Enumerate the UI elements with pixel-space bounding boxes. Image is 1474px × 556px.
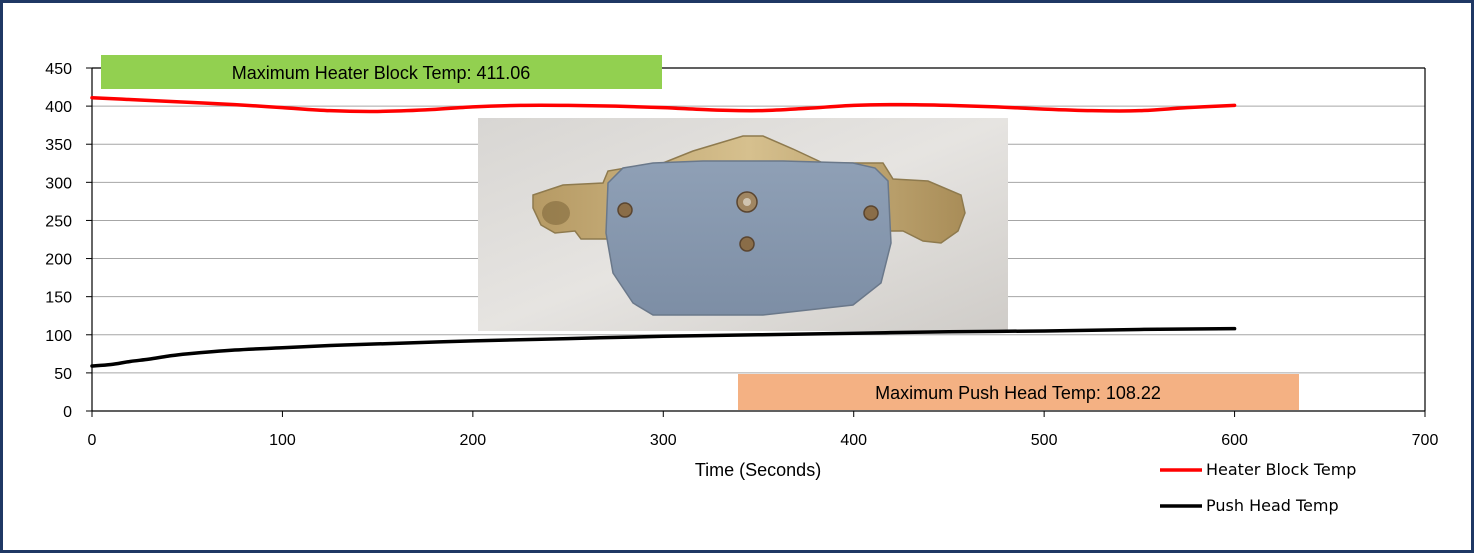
x-tick-label-400: 400 — [840, 432, 867, 449]
y-tick-label-300: 300 — [45, 175, 72, 192]
y-tick-label-50: 50 — [54, 366, 72, 383]
y-tick-label-350: 350 — [45, 137, 72, 154]
x-tick-label-700: 700 — [1412, 432, 1439, 449]
x-tick-label-0: 0 — [88, 432, 97, 449]
y-tick-label-150: 150 — [45, 290, 72, 307]
x-tick-label-500: 500 — [1031, 432, 1058, 449]
annotation-max-pushhead-box — [738, 374, 1299, 410]
legend-label-pushhead: Push Head Temp — [1206, 496, 1339, 515]
annotation-max-heater: Maximum Heater Block Temp: 411.06 — [101, 55, 662, 89]
annotation-max-pushhead: Maximum Push Head Temp: 108.22 — [738, 374, 1299, 410]
y-tick-label-400: 400 — [45, 99, 72, 116]
brake-pad-photo — [478, 118, 1008, 331]
y-tick-label-200: 200 — [45, 252, 72, 269]
series-line-heater-block-temp — [90, 95, 1237, 114]
x-tick-label-300: 300 — [650, 432, 677, 449]
series-line-push-head-temp — [90, 326, 1237, 368]
annotation-max-pushhead-text: Maximum Push Head Temp: 108.22 — [875, 383, 1161, 403]
x-tick-label-200: 200 — [460, 432, 487, 449]
y-tick-label-100: 100 — [45, 328, 72, 345]
legend: Heater Block Temp Push Head Temp — [1160, 460, 1356, 515]
legend-label-heater: Heater Block Temp — [1206, 460, 1356, 479]
temperature-chart: 0 50 100 150 200 250 300 350 400 450 0 100 200 300 400… — [45, 55, 1439, 515]
x-tick-label-600: 600 — [1221, 432, 1248, 449]
annotation-max-heater-box — [101, 55, 662, 89]
annotation-max-heater-text: Maximum Heater Block Temp: 411.06 — [232, 63, 530, 83]
x-axis-title: Time (Seconds) — [695, 460, 821, 480]
y-tick-label-0: 0 — [63, 404, 72, 421]
y-tick-label-250: 250 — [45, 213, 72, 230]
x-tick-label-100: 100 — [269, 432, 296, 449]
y-tick-label-450: 450 — [45, 61, 72, 78]
